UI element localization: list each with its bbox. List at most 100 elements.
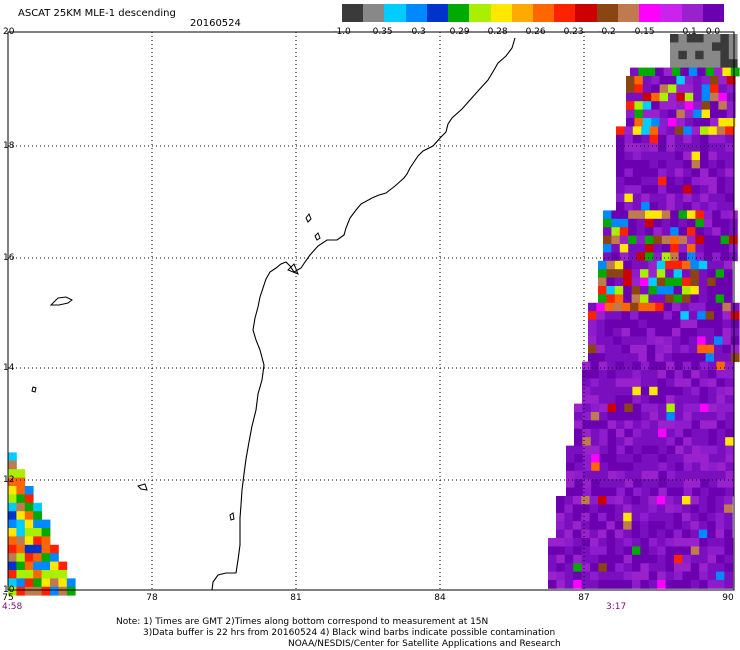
swath-cell bbox=[630, 319, 639, 329]
colorbar bbox=[342, 4, 724, 22]
swath-cell bbox=[687, 235, 696, 245]
swath-cell bbox=[574, 403, 583, 413]
swath-cell bbox=[663, 344, 673, 354]
swath-cell bbox=[646, 344, 656, 354]
swath-cell bbox=[607, 428, 617, 438]
swath-cell bbox=[697, 328, 706, 337]
pass-time-left: 4:58 bbox=[2, 602, 23, 612]
swath-cell bbox=[651, 118, 660, 127]
swath-cell bbox=[663, 302, 673, 312]
swath-cell bbox=[690, 563, 700, 572]
swath-cell bbox=[556, 521, 565, 530]
swath-cell bbox=[675, 445, 684, 455]
swath-cell bbox=[697, 311, 706, 320]
swath-cell bbox=[599, 445, 609, 455]
swath-cell bbox=[611, 218, 621, 228]
swath-cell bbox=[729, 252, 738, 262]
island-2 bbox=[31, 386, 37, 393]
swath-cell bbox=[707, 538, 717, 547]
swath-cell bbox=[591, 454, 600, 463]
colorbar-swatch bbox=[490, 4, 512, 22]
swath-cell bbox=[665, 269, 674, 278]
swath-cell bbox=[725, 428, 734, 438]
swath-cell bbox=[33, 578, 42, 588]
swath-cell bbox=[581, 496, 590, 505]
swath-cell bbox=[649, 193, 659, 203]
swath-cell bbox=[611, 227, 621, 236]
swath-cell bbox=[658, 428, 667, 438]
swath-cell bbox=[58, 561, 68, 571]
swath-cell bbox=[658, 420, 667, 430]
swath-cell bbox=[648, 277, 658, 287]
swath-cell bbox=[708, 134, 718, 144]
swath-cell bbox=[634, 76, 644, 85]
latitude-tick-label: 12 bbox=[3, 475, 15, 485]
swath-cell bbox=[616, 420, 625, 430]
swath-cell bbox=[641, 176, 650, 186]
swath-cell bbox=[24, 494, 34, 504]
swath-cell bbox=[682, 571, 692, 581]
swath-cell bbox=[665, 538, 675, 547]
longitude-tick-label: 75 bbox=[2, 593, 14, 603]
swath-cell bbox=[564, 580, 574, 589]
swath-cell bbox=[673, 504, 683, 514]
swath-cell bbox=[604, 344, 614, 354]
swath-cell bbox=[724, 538, 734, 547]
swath-cell bbox=[648, 294, 658, 304]
swath-cell bbox=[616, 479, 626, 488]
swath-cell bbox=[724, 269, 733, 278]
swath-cell bbox=[716, 554, 725, 564]
swath-cell bbox=[666, 445, 676, 455]
swath-cell bbox=[700, 126, 709, 136]
swath-cell bbox=[692, 487, 701, 497]
swath-cell bbox=[710, 92, 719, 102]
swath-cell bbox=[556, 563, 566, 572]
swath-cell bbox=[632, 546, 641, 556]
swath-cell bbox=[680, 67, 690, 77]
swath-cell bbox=[703, 244, 713, 253]
swath-cell bbox=[633, 470, 642, 480]
swath-cell bbox=[631, 277, 641, 287]
swath-cell bbox=[614, 529, 624, 539]
swath-cell bbox=[691, 151, 701, 161]
swath-cell bbox=[665, 529, 674, 539]
swath-cell bbox=[631, 260, 641, 270]
swath-cell bbox=[687, 227, 696, 236]
swath-cell bbox=[674, 538, 683, 547]
swath-cell bbox=[665, 563, 675, 572]
swath-cell bbox=[716, 538, 725, 547]
coastline bbox=[211, 37, 516, 591]
swath-cell bbox=[607, 395, 616, 404]
swath-cell bbox=[58, 570, 68, 579]
swath-cell bbox=[572, 504, 582, 514]
swath-cell bbox=[716, 193, 726, 203]
swath-cell bbox=[659, 101, 669, 110]
swath-cell bbox=[8, 553, 17, 562]
swath-cell bbox=[658, 160, 667, 169]
swath-cell bbox=[674, 554, 683, 564]
swath-cell bbox=[703, 50, 713, 60]
pass-time-right: 3:17 bbox=[606, 602, 627, 612]
swath-cell bbox=[642, 84, 652, 94]
swath-cell bbox=[682, 378, 692, 388]
swath-cell bbox=[16, 486, 26, 495]
swath-cell bbox=[680, 311, 690, 320]
swath-cell bbox=[705, 353, 715, 362]
swath-cell bbox=[708, 470, 718, 480]
swath-cell bbox=[582, 361, 591, 371]
swath-cell bbox=[616, 428, 625, 438]
swath-cell bbox=[641, 151, 650, 161]
swath-cell bbox=[598, 294, 607, 304]
swath-cell bbox=[714, 302, 723, 312]
swath-cell bbox=[649, 403, 659, 413]
swath-cell bbox=[707, 563, 717, 572]
swath-cell bbox=[668, 109, 677, 119]
swath-cell bbox=[596, 319, 606, 329]
swath-cell bbox=[616, 185, 625, 194]
swath-cell bbox=[619, 235, 629, 245]
swath-cell bbox=[682, 286, 691, 295]
colorbar-swatch bbox=[384, 4, 406, 22]
swath-cell bbox=[648, 538, 658, 547]
swath-cell bbox=[676, 76, 686, 85]
swath-cell bbox=[730, 344, 740, 354]
